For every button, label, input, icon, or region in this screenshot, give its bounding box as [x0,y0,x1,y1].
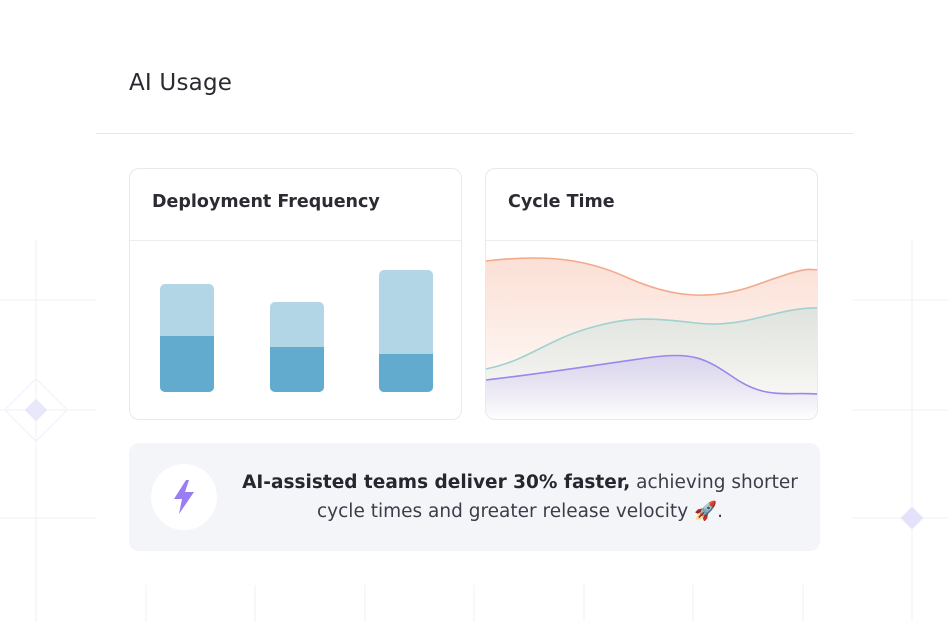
lightning-icon-container [151,464,217,530]
lightning-bolt-icon [174,480,194,514]
insight-banner: AI-assisted teams deliver 30% faster, ac… [129,443,820,551]
banner-end: . [717,501,723,522]
orange-line [486,257,817,296]
banner-highlight: AI-assisted teams deliver 30% faster, [242,472,631,493]
title-divider [96,133,853,134]
cycle-time-card: Cycle Time [485,168,818,420]
cycle-time-chart [486,241,817,419]
deployment-frequency-card: Deployment Frequency [129,168,462,420]
bar-3 [379,270,433,392]
bar-1 [160,284,214,392]
purple-area [486,355,817,419]
page-title: AI Usage [129,70,233,96]
rocket-emoji-icon: 🚀 [694,501,718,522]
purple-line [486,354,817,395]
bar-2 [270,302,324,392]
teal-line [486,307,817,370]
diamond-decoration [900,506,924,530]
deployment-frequency-title: Deployment Frequency [130,169,461,241]
diamond-decoration [24,398,48,422]
cycle-time-title: Cycle Time [486,169,817,241]
banner-body: achieving shorter cycle times and greate… [317,472,798,522]
diamond-decoration [4,378,68,442]
deployment-frequency-chart [130,241,461,419]
banner-message: AI-assisted teams deliver 30% faster, ac… [239,468,801,526]
